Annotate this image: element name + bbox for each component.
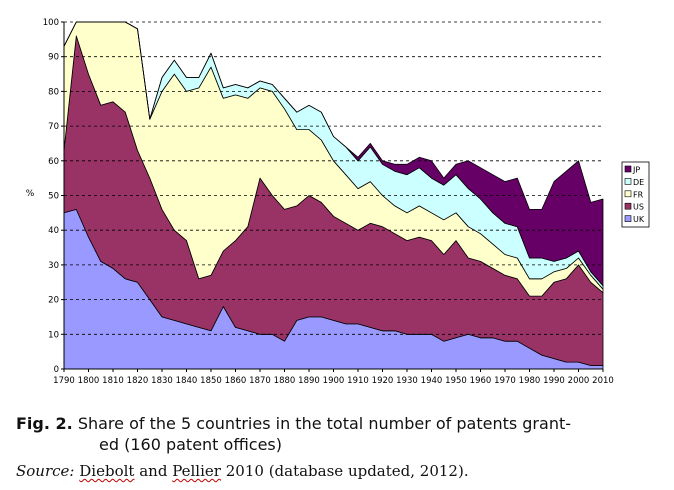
source-author-1: Diebolt xyxy=(79,462,135,480)
x-tick-label-1930: 1930 xyxy=(396,376,418,386)
x-tick-label-1940: 1940 xyxy=(421,376,443,386)
y-tick-label-80: 80 xyxy=(48,87,59,97)
source-author-2: Pellier xyxy=(172,462,221,480)
source-rest: 2010 (database updated, 2012). xyxy=(225,462,469,480)
y-tick-label-0: 0 xyxy=(54,365,59,375)
figure-label: Fig. 2. xyxy=(16,414,73,433)
x-tick-label-1860: 1860 xyxy=(225,376,247,386)
x-tick-label-1820: 1820 xyxy=(127,376,149,386)
x-tick-label-1830: 1830 xyxy=(151,376,173,386)
x-tick-label-1880: 1880 xyxy=(274,376,296,386)
legend-swatch-uk xyxy=(624,215,632,222)
y-tick-label-20: 20 xyxy=(48,296,59,306)
x-tick-label-1890: 1890 xyxy=(298,376,320,386)
x-tick-label-1950: 1950 xyxy=(445,376,467,386)
x-tick-label-1790: 1790 xyxy=(53,376,75,386)
caption-text-line2: ed (160 patent offices) xyxy=(99,435,283,454)
legend-label-de: DE xyxy=(633,178,644,187)
x-tick-label-1920: 1920 xyxy=(372,376,394,386)
legend-swatch-jp xyxy=(624,165,632,173)
x-tick-label-1960: 1960 xyxy=(470,376,492,386)
x-tick-label-1970: 1970 xyxy=(494,376,516,386)
x-tick-label-2010: 2010 xyxy=(592,376,614,386)
x-tick-label-1910: 1910 xyxy=(347,376,369,386)
legend-label-fr: FR xyxy=(633,190,644,199)
y-tick-label-60: 60 xyxy=(48,157,59,167)
source-label: Source: xyxy=(16,462,75,480)
legend: JP DE FR US UK xyxy=(621,161,650,228)
y-tick-label-90: 90 xyxy=(48,53,59,63)
legend-swatch-fr xyxy=(624,190,632,198)
x-tick-label-1980: 1980 xyxy=(519,376,541,386)
legend-swatch-us xyxy=(624,202,632,210)
caption-text-line1: Share of the 5 countries in the total nu… xyxy=(77,414,571,433)
y-tick-labels: 0 10 20 30 40 50 60 70 80 90 100 xyxy=(43,18,64,375)
figure-caption: Fig. 2. Share of the 5 countries in the … xyxy=(16,413,666,455)
legend-label-us: US xyxy=(633,203,644,212)
y-tick-label-30: 30 xyxy=(48,261,59,271)
legend-label-jp: JP xyxy=(632,166,640,175)
x-tick-label-1810: 1810 xyxy=(102,376,124,386)
y-tick-label-40: 40 xyxy=(48,226,59,236)
x-tick-label-1800: 1800 xyxy=(78,376,100,386)
area-jp xyxy=(63,21,604,287)
x-tick-label-1990: 1990 xyxy=(543,376,565,386)
x-tick-label-1840: 1840 xyxy=(176,376,198,386)
legend-label-uk: UK xyxy=(633,215,645,224)
source-and: and xyxy=(139,462,168,480)
x-tick-label-1850: 1850 xyxy=(200,376,222,386)
source-note: Source: Diebolt and Pellier 2010 (databa… xyxy=(16,462,469,480)
y-axis-label: % xyxy=(26,189,35,199)
y-tick-label-50: 50 xyxy=(48,192,59,202)
y-tick-label-10: 10 xyxy=(48,330,59,340)
area-series-group xyxy=(63,21,604,370)
y-tick-label-100: 100 xyxy=(43,18,59,28)
x-tick-label-1870: 1870 xyxy=(249,376,271,386)
x-tick-label-1900: 1900 xyxy=(323,376,345,386)
y-tick-label-70: 70 xyxy=(48,122,59,132)
legend-swatch-de xyxy=(624,178,632,185)
x-tick-label-2000: 2000 xyxy=(568,376,590,386)
x-tick-labels: 1790 1800 1810 1820 1830 1840 1850 1860 1870 1880… xyxy=(53,369,614,386)
